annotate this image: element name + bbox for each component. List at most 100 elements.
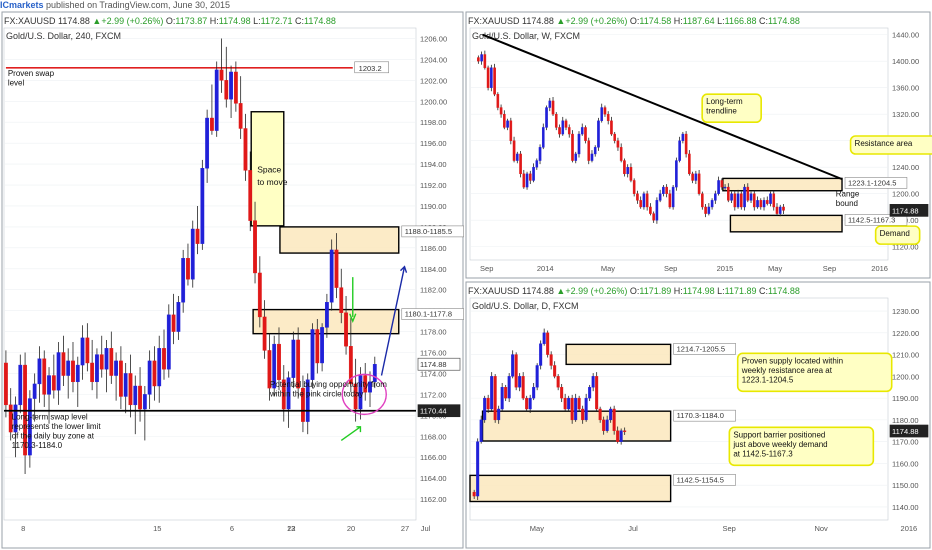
candle-up xyxy=(47,375,51,395)
candle-up xyxy=(762,200,766,208)
candle-down xyxy=(186,258,190,280)
candle-down xyxy=(514,354,518,388)
x-tick-label: Jul xyxy=(628,524,638,533)
candle-down xyxy=(483,54,487,68)
candle-down xyxy=(472,491,476,497)
y-tick-label: 1198.00 xyxy=(420,118,447,127)
candle-up xyxy=(528,397,532,410)
candle-down xyxy=(522,173,526,188)
candle-up xyxy=(214,69,219,131)
annotation-line: Proven swap xyxy=(8,69,55,78)
candle-down xyxy=(334,249,339,288)
candle-down xyxy=(162,348,166,370)
candle-up xyxy=(580,127,584,135)
green-arrow-up-icon xyxy=(340,426,361,442)
candle-up xyxy=(532,166,535,181)
x-tick-label: Sep xyxy=(722,524,735,533)
candle-up xyxy=(181,258,186,303)
blue-arrowhead-icon xyxy=(400,265,408,273)
candle-down xyxy=(553,365,557,377)
annotation-line: Long-term swap level xyxy=(12,413,88,422)
x-tick-label: 8 xyxy=(21,524,25,533)
x-tick-label: Nov xyxy=(814,524,828,533)
candle-up xyxy=(320,327,325,364)
y-tick-label: 1210.00 xyxy=(892,351,919,360)
candle-up xyxy=(205,117,210,169)
l-label: L: xyxy=(717,286,725,296)
candle-up xyxy=(717,180,720,194)
candle-up xyxy=(600,107,604,121)
zone-label-text: 1142.5-1167.3 xyxy=(848,215,895,224)
candle-down xyxy=(42,358,47,395)
candle-down xyxy=(759,200,763,208)
candle-down xyxy=(253,220,257,274)
candle-up xyxy=(541,127,545,148)
x-tick-label: 2016 xyxy=(871,264,888,273)
zone-label-text: 1223.1-1204.5 xyxy=(848,178,896,187)
candle-down xyxy=(219,69,224,81)
y-tick-label: 1140.00 xyxy=(892,503,919,512)
brand-name[interactable]: ICmarkets xyxy=(0,0,44,10)
candle-up xyxy=(142,394,147,410)
candle-down xyxy=(752,193,756,208)
candle-down xyxy=(688,153,691,175)
candle-up xyxy=(506,120,509,128)
zone-label-text: 1188.0-1185.5 xyxy=(405,227,452,236)
h-value: 1174.98 xyxy=(219,16,253,26)
y-tick-label: 1194.00 xyxy=(420,160,447,169)
candle-down xyxy=(691,173,694,181)
candle-down xyxy=(584,127,587,141)
candle-up xyxy=(310,329,315,380)
candle-up xyxy=(18,364,23,406)
candle-down xyxy=(558,127,561,135)
y-tick-label: 1400.00 xyxy=(892,57,919,66)
note-potential-buying: Potential buying opportunity from within … xyxy=(269,380,387,399)
change: +2.99 (+0.26%) xyxy=(101,16,166,26)
candle-up xyxy=(730,193,733,201)
candle-down xyxy=(639,200,642,208)
l-label: L: xyxy=(253,16,261,26)
x-tick-label: 22 xyxy=(287,524,295,533)
y-tick-label: 1206.00 xyxy=(420,34,447,43)
candle-up xyxy=(535,365,539,388)
candle-up xyxy=(291,339,296,378)
space-label-1: Space xyxy=(257,164,281,174)
zone-label-box xyxy=(673,343,736,355)
candle-down xyxy=(315,329,320,364)
candle-down xyxy=(344,312,348,347)
price-tag xyxy=(417,404,461,418)
pink-circle xyxy=(341,373,387,416)
candle-up xyxy=(190,228,195,280)
candle-up xyxy=(157,348,162,387)
candle-up xyxy=(95,354,99,383)
candle-down xyxy=(296,339,301,389)
candle-down xyxy=(109,348,114,376)
candle-down xyxy=(262,316,267,351)
c-label: C: xyxy=(295,16,304,26)
candle-up xyxy=(518,376,522,388)
annotation-line: Range xyxy=(836,189,860,198)
y-tick-label: 1180.00 xyxy=(892,416,919,425)
candle-up xyxy=(593,147,597,155)
publish-info: published on TradingView.com, June 30, 2… xyxy=(43,0,230,10)
candle-down xyxy=(525,397,529,410)
candle-down xyxy=(4,362,8,406)
candle-up xyxy=(480,54,483,62)
candle-up xyxy=(736,193,740,208)
green-arrowhead-2-icon xyxy=(356,426,362,433)
candle-up xyxy=(511,354,515,377)
candle-down xyxy=(281,379,286,410)
annotation-line: of the daily buy zone at xyxy=(12,432,95,441)
change: +2.99 (+0.26%) xyxy=(565,286,630,296)
candle-up xyxy=(114,360,119,376)
candle-up xyxy=(176,302,181,332)
candle-up xyxy=(324,302,329,328)
y-tick-label: 1184.00 xyxy=(420,265,447,274)
y-tick-label: 1200.00 xyxy=(892,372,919,381)
candle-down xyxy=(619,147,623,161)
zone-label-box xyxy=(673,409,736,422)
o-value: 1173.87 xyxy=(175,16,209,26)
candle-down xyxy=(603,107,607,115)
candle-down xyxy=(733,193,737,208)
y-tick-label: 1174.00 xyxy=(420,369,447,378)
